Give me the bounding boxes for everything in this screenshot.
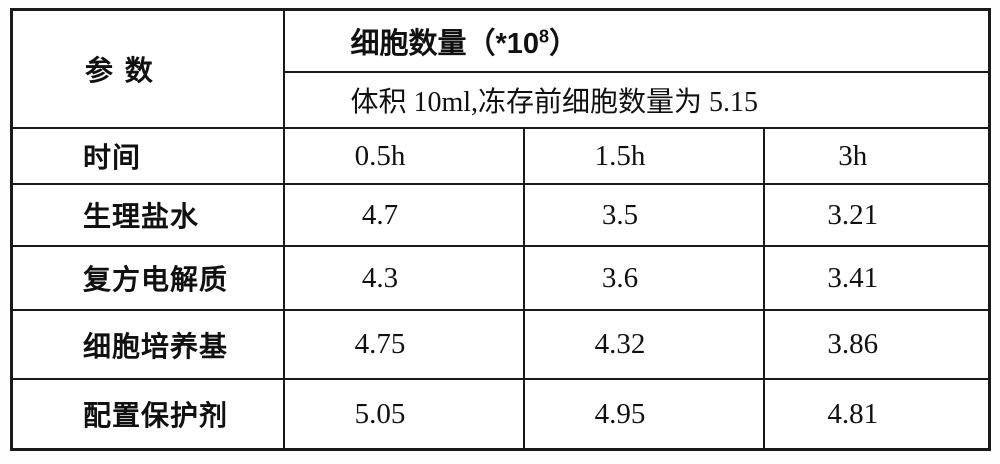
row-label: 复方电解质 <box>10 245 285 311</box>
value-cell: 4.3 <box>282 245 525 311</box>
row-label: 生理盐水 <box>10 183 285 247</box>
value-cell: 5.05 <box>282 378 525 451</box>
main-header-cell: 细胞数量（*108） <box>282 8 991 73</box>
main-header-suffix: ） <box>549 28 579 60</box>
row-label: 细胞培养基 <box>10 309 285 380</box>
value-cell: 4.75 <box>282 309 525 380</box>
value-cell: 4.32 <box>522 309 765 380</box>
value-cell: 3.5 <box>522 183 765 247</box>
time-value-cell: 1.5h <box>522 127 765 185</box>
value-cell: 3.6 <box>522 245 765 311</box>
time-row-label: 时间 <box>10 127 285 185</box>
table-row-sub-header: 体积 10ml,冻存前细胞数量为 5.15 <box>12 71 991 129</box>
time-value-cell: 3h <box>762 127 991 185</box>
value-cell: 4.81 <box>762 378 991 451</box>
cell-count-table: 参 数 细胞数量（*108） 体积 10ml,冻存前细胞数量为 5.15 时间 … <box>10 8 992 451</box>
table-row-main-header: 参 数 细胞数量（*108） <box>10 8 991 129</box>
value-cell: 3.21 <box>762 183 991 247</box>
corner-header-cell: 参 数 <box>10 8 285 129</box>
table-row-time: 时间 0.5h 1.5h 3h <box>10 127 991 185</box>
table-row-culture-medium: 细胞培养基 4.75 4.32 3.86 <box>10 309 991 380</box>
main-header-text: 细胞数量（*10 <box>350 28 540 60</box>
value-cell: 4.7 <box>282 183 525 247</box>
row-label: 配置保护剂 <box>10 378 285 451</box>
table-row-saline: 生理盐水 4.7 3.5 3.21 <box>10 183 991 247</box>
value-cell: 4.95 <box>522 378 765 451</box>
value-cell: 3.41 <box>762 245 991 311</box>
table-row-electrolyte: 复方电解质 4.3 3.6 3.41 <box>10 245 991 311</box>
value-cell: 3.86 <box>762 309 991 380</box>
time-value-cell: 0.5h <box>282 127 525 185</box>
main-header-superscript: 8 <box>539 26 550 47</box>
sub-header-cell: 体积 10ml,冻存前细胞数量为 5.15 <box>282 71 991 129</box>
table-row-protective-agent: 配置保护剂 5.05 4.95 4.81 <box>10 378 991 451</box>
